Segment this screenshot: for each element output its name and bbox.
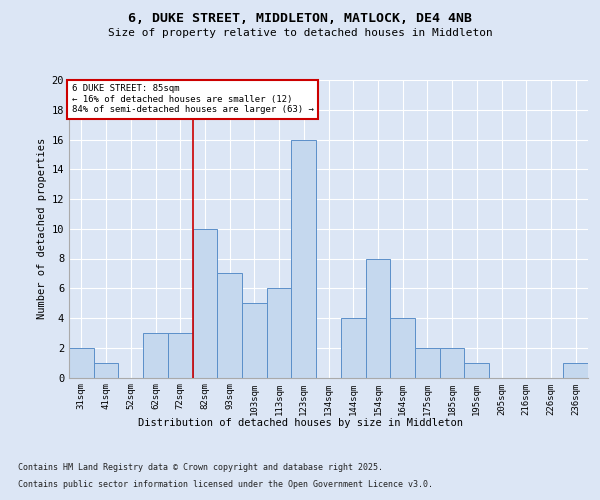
- Text: Contains public sector information licensed under the Open Government Licence v3: Contains public sector information licen…: [18, 480, 433, 489]
- Bar: [143, 333, 168, 378]
- Bar: [267, 288, 292, 378]
- Bar: [365, 258, 390, 378]
- Text: 6, DUKE STREET, MIDDLETON, MATLOCK, DE4 4NB: 6, DUKE STREET, MIDDLETON, MATLOCK, DE4 …: [128, 12, 472, 26]
- Text: 6 DUKE STREET: 85sqm
← 16% of detached houses are smaller (12)
84% of semi-detac: 6 DUKE STREET: 85sqm ← 16% of detached h…: [71, 84, 313, 114]
- Y-axis label: Number of detached properties: Number of detached properties: [37, 138, 47, 320]
- Bar: [193, 229, 217, 378]
- Bar: [217, 274, 242, 378]
- Text: Distribution of detached houses by size in Middleton: Distribution of detached houses by size …: [137, 418, 463, 428]
- Bar: [168, 333, 193, 378]
- Bar: [415, 348, 440, 378]
- Bar: [464, 362, 489, 378]
- Text: Contains HM Land Registry data © Crown copyright and database right 2025.: Contains HM Land Registry data © Crown c…: [18, 464, 383, 472]
- Bar: [440, 348, 464, 378]
- Bar: [563, 362, 588, 378]
- Bar: [292, 140, 316, 378]
- Bar: [390, 318, 415, 378]
- Bar: [69, 348, 94, 378]
- Bar: [94, 362, 118, 378]
- Bar: [242, 303, 267, 378]
- Text: Size of property relative to detached houses in Middleton: Size of property relative to detached ho…: [107, 28, 493, 38]
- Bar: [341, 318, 365, 378]
